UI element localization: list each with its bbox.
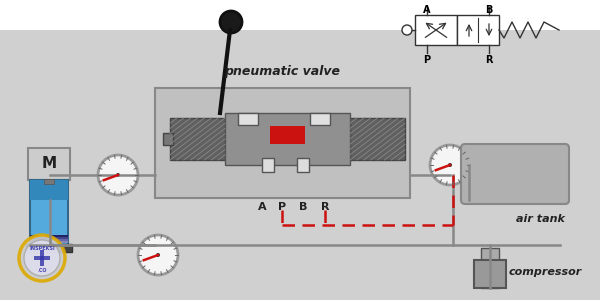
Circle shape [116, 173, 120, 177]
Text: A: A [423, 5, 431, 15]
Bar [30, 239, 68, 241]
Circle shape [448, 163, 452, 167]
Bar [40, 250, 44, 266]
Bar [238, 113, 258, 125]
Bar [26, 244, 72, 252]
Text: pneumatic valve: pneumatic valve [224, 65, 340, 78]
Bar [30, 241, 68, 243]
Circle shape [220, 11, 242, 33]
Bar [44, 179, 54, 184]
Circle shape [156, 253, 160, 257]
Bar [262, 158, 274, 172]
FancyBboxPatch shape [461, 144, 569, 204]
Text: R: R [485, 55, 493, 65]
Circle shape [24, 240, 60, 276]
Text: P: P [278, 202, 286, 212]
Bar [270, 126, 305, 144]
Bar [34, 256, 50, 260]
Text: R: R [321, 202, 329, 212]
Bar [155, 88, 410, 198]
Bar [30, 180, 68, 200]
Bar [30, 237, 68, 239]
Bar [474, 260, 506, 288]
Text: .CO: .CO [37, 268, 47, 272]
Text: INSPEKSI: INSPEKSI [29, 245, 55, 250]
Bar [297, 158, 309, 172]
Bar [457, 15, 499, 45]
Bar [163, 133, 173, 145]
Bar [30, 235, 68, 237]
Bar [225, 113, 350, 165]
Bar [310, 113, 330, 125]
Bar [30, 180, 68, 245]
Circle shape [98, 155, 138, 195]
Bar [350, 118, 405, 160]
Bar [481, 248, 499, 288]
Circle shape [430, 145, 470, 185]
Circle shape [19, 235, 65, 281]
Circle shape [402, 25, 412, 35]
Text: air tank: air tank [515, 214, 565, 224]
Text: compressor: compressor [508, 267, 581, 277]
Circle shape [138, 235, 178, 275]
Text: P: P [424, 55, 431, 65]
Bar [28, 148, 70, 180]
Bar [170, 118, 225, 160]
Text: M: M [41, 157, 56, 172]
Bar [415, 15, 457, 45]
Text: B: B [299, 202, 307, 212]
Text: A: A [257, 202, 266, 212]
Text: B: B [485, 5, 493, 15]
